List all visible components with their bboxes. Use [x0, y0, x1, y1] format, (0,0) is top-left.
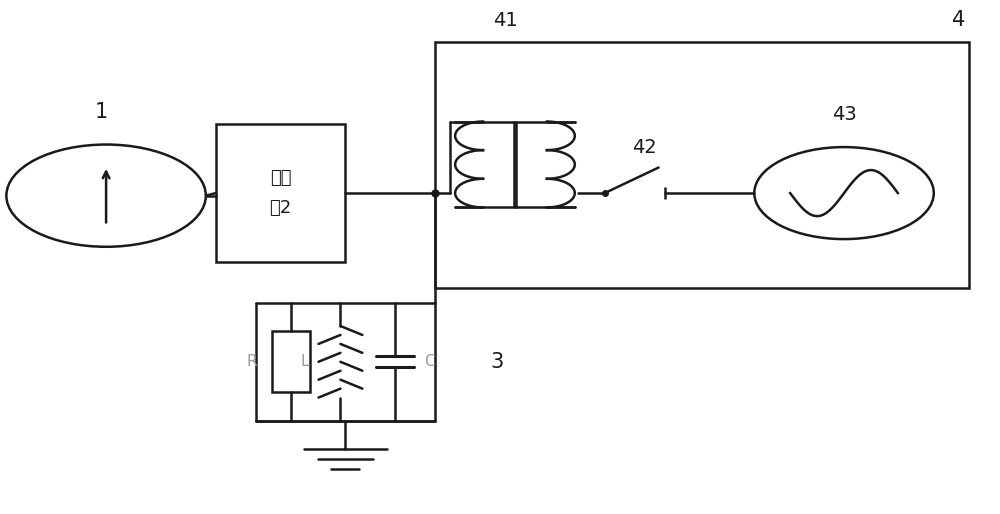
Bar [435, 42, 969, 288]
Text: 41: 41 [493, 10, 517, 29]
Bar [272, 331, 310, 393]
Bar [216, 124, 345, 262]
Text: 42: 42 [632, 138, 657, 157]
Text: 4: 4 [952, 9, 965, 29]
Text: L: L [300, 354, 309, 369]
Text: 3: 3 [490, 352, 503, 372]
Text: C: C [424, 354, 435, 369]
Text: 逆变: 逆变 [270, 169, 291, 187]
Text: 43: 43 [832, 105, 856, 124]
Text: 器2: 器2 [269, 199, 292, 217]
Text: R: R [246, 354, 257, 369]
Text: 1: 1 [94, 102, 108, 121]
